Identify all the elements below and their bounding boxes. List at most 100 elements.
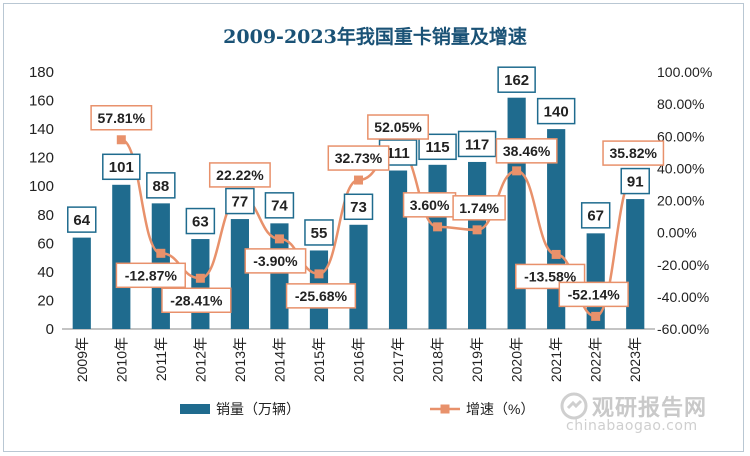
- legend-bar-swatch: [180, 404, 210, 414]
- y-right-tick-label: 80.00%: [657, 96, 704, 112]
- bar-value-label-box: [225, 187, 255, 215]
- bar-value-label-box: [457, 130, 497, 158]
- growth-value-label-box: [327, 145, 390, 171]
- bar-value-label: 73: [350, 199, 367, 216]
- x-tick-label: 2017年: [390, 337, 406, 382]
- growth-value-label: -28.41%: [170, 292, 223, 308]
- bar: [191, 239, 210, 329]
- y-right-tick-label: 0.00%: [657, 225, 697, 241]
- bar-value-label-box: [67, 206, 97, 233]
- growth-value-label-box: [90, 105, 153, 131]
- bar: [507, 97, 526, 329]
- growth-value-label-box: [115, 262, 186, 289]
- line-point: [354, 175, 363, 185]
- y-right-tick-label: -60.00%: [657, 321, 709, 337]
- growth-value-label: -52.14%: [568, 286, 621, 302]
- bar-value-label-box: [146, 172, 176, 199]
- y-left-tick-label: 60: [37, 235, 54, 252]
- growth-value-label: -13.58%: [524, 268, 577, 284]
- bar: [388, 170, 408, 329]
- y-right-tick-label: 20.00%: [657, 193, 704, 209]
- bar-value-label-box: [102, 153, 141, 181]
- y-left-tick-label: 80: [37, 207, 54, 224]
- bar-value-label: 63: [192, 213, 209, 230]
- bar: [626, 199, 645, 329]
- growth-value-label: -12.87%: [125, 267, 178, 283]
- bar-value-label: 88: [152, 178, 169, 195]
- chart-title: 2009-2023年我国重卡销量及增速: [223, 26, 527, 48]
- y-left-tick-label: 40: [37, 264, 54, 281]
- y-right-tick-label: -20.00%: [657, 257, 709, 273]
- growth-value-label: -3.90%: [253, 253, 298, 269]
- y-right-tick-label: 40.00%: [657, 160, 704, 176]
- bar-value-label: 64: [73, 212, 90, 229]
- x-tick-label: 2010年: [113, 337, 129, 382]
- x-tick-label: 2018年: [430, 337, 446, 382]
- bar-value-label: 77: [232, 193, 249, 210]
- watermark-text-cn: 观研报告网: [592, 396, 708, 421]
- bar-value-label-box: [185, 207, 216, 235]
- growth-value-label-box: [495, 138, 558, 164]
- growth-value-label-box: [402, 192, 457, 218]
- y-left-tick-label: 120: [29, 150, 54, 167]
- y-left-tick-label: 140: [29, 121, 54, 138]
- y-left-tick-label: 0: [46, 321, 54, 338]
- bar-value-label-box: [343, 193, 374, 221]
- legend-line-label: 增速（%）: [466, 401, 534, 417]
- y-left-tick-label: 160: [29, 93, 54, 110]
- growth-value-label: 52.05%: [374, 119, 422, 135]
- bar-value-label-box: [497, 66, 536, 93]
- y-left-tick-label: 20: [37, 292, 54, 309]
- growth-value-label: 35.82%: [609, 145, 657, 161]
- y-right-tick-label: -40.00%: [657, 289, 709, 305]
- x-tick-label: 2009年: [74, 337, 90, 382]
- bar-value-label: 91: [627, 173, 644, 190]
- growth-value-label: 1.74%: [459, 200, 499, 216]
- growth-value-label: 57.81%: [98, 110, 146, 126]
- x-tick-label: 2013年: [232, 337, 248, 382]
- growth-value-label: -25.68%: [295, 288, 348, 304]
- bar-value-label: 111: [386, 145, 409, 162]
- bar-value-label: 117: [465, 136, 489, 153]
- bar-value-label: 140: [544, 104, 569, 121]
- x-tick-label: 2014年: [271, 337, 287, 382]
- watermark-logo-icon: [560, 392, 588, 420]
- growth-value-label: 22.22%: [216, 167, 264, 183]
- y-left-tick-label: 100: [29, 178, 54, 195]
- growth-value-label-box: [285, 283, 357, 309]
- line-point: [314, 269, 324, 279]
- line-point: [472, 225, 482, 235]
- bar-value-label-box: [264, 192, 295, 219]
- growth-value-label-box: [602, 140, 665, 166]
- bar: [428, 164, 447, 329]
- bar: [72, 237, 91, 329]
- bar-value-label-box: [620, 167, 650, 195]
- x-tick-label: 2016年: [351, 337, 367, 382]
- bar-value-label: 115: [425, 139, 449, 156]
- bar-value-label: 162: [504, 72, 529, 89]
- watermark-text-en: chinabaogao.com: [566, 418, 698, 434]
- line-point: [116, 135, 126, 145]
- line-point: [195, 273, 205, 283]
- growth-value-label: 38.46%: [503, 143, 551, 159]
- x-tick-label: 2022年: [588, 337, 604, 382]
- legend-line-marker: [440, 404, 450, 414]
- bar-value-label-box: [536, 97, 576, 125]
- x-tick-label: 2020年: [509, 337, 525, 382]
- x-tick-label: 2023年: [627, 337, 643, 382]
- line-point: [591, 311, 601, 321]
- x-tick-label: 2019年: [469, 337, 485, 382]
- growth-value-label: 32.73%: [335, 150, 383, 166]
- growth-value-label-box: [558, 281, 629, 308]
- x-tick-label: 2015年: [311, 337, 327, 382]
- x-tick-label: 2021年: [548, 337, 564, 382]
- legend-bar-label: 销量（万辆）: [216, 401, 300, 417]
- growth-value-label-box: [367, 114, 429, 140]
- bar-value-label: 67: [587, 208, 604, 225]
- bar-value-label: 55: [311, 225, 328, 242]
- line-point: [274, 234, 284, 244]
- growth-value-label-box: [161, 287, 232, 314]
- x-tick-label: 2011年: [153, 337, 169, 381]
- growth-value-label-box: [452, 195, 506, 221]
